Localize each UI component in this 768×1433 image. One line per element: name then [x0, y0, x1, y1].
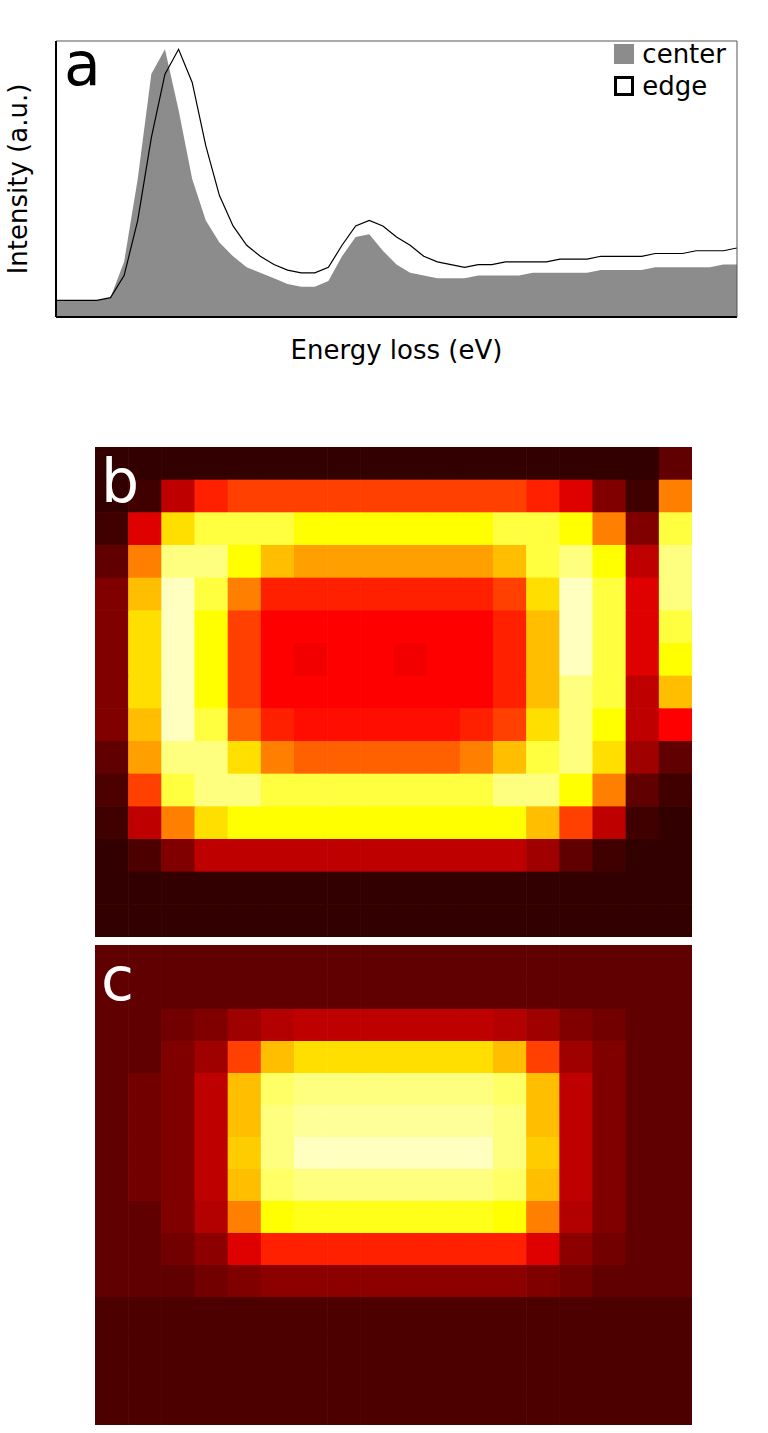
html-text:center: center: [642, 39, 726, 69]
svg-text:Intensity (a.u.): Intensity (a.u.): [3, 84, 33, 275]
html-text:c: c: [101, 944, 134, 1014]
html-text:b: b: [101, 446, 140, 516]
html-text:edge: edge: [642, 71, 708, 101]
html-text:a: a: [64, 29, 101, 99]
svg-text:Energy loss (eV): Energy loss (eV): [291, 335, 503, 365]
